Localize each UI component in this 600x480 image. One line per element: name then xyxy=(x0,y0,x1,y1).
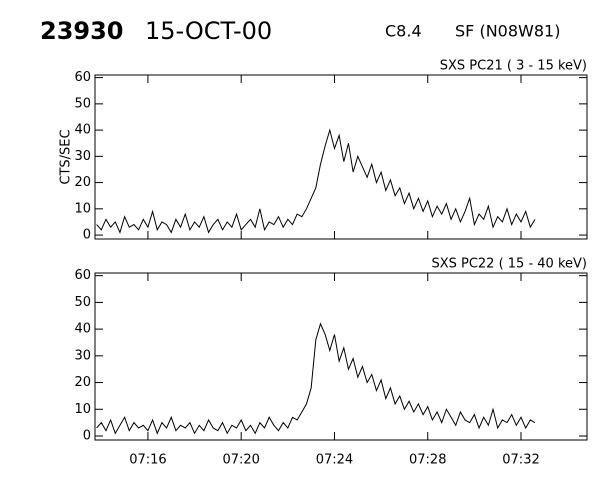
x-tick-label: 07:28 xyxy=(409,453,446,468)
flare-location: SF (N08W81) xyxy=(455,22,560,41)
y-tick-label: 0 xyxy=(83,428,91,443)
plot-frame xyxy=(94,272,588,441)
y-tick-label: 0 xyxy=(83,228,91,243)
data-line xyxy=(96,128,536,234)
data-line xyxy=(96,322,536,435)
y-tick-label: 50 xyxy=(74,295,91,310)
event-id: 23930 xyxy=(40,17,124,45)
x-tick-label: 07:24 xyxy=(316,453,353,468)
y-tick-label: 10 xyxy=(74,402,91,417)
panel-title: SXS PC21 ( 3 - 15 keV) xyxy=(440,59,587,74)
x-tick-label: 07:32 xyxy=(502,453,539,468)
plot-frame xyxy=(94,74,588,240)
y-tick-label: 20 xyxy=(74,175,91,190)
y-axis-label: CTS/SEC xyxy=(59,129,74,184)
y-tick-label: 30 xyxy=(74,149,91,164)
y-tick-label: 60 xyxy=(74,70,91,85)
x-tick-label: 07:20 xyxy=(222,453,259,468)
flare-class: C8.4 xyxy=(385,22,422,41)
y-tick-label: 30 xyxy=(74,348,91,363)
y-tick-label: 60 xyxy=(74,268,91,283)
y-tick-label: 20 xyxy=(74,375,91,390)
y-tick-label: 40 xyxy=(74,123,91,138)
y-tick-label: 10 xyxy=(74,201,91,216)
y-tick-label: 50 xyxy=(74,96,91,111)
y-tick-label: 40 xyxy=(74,322,91,337)
event-date: 15-OCT-00 xyxy=(145,17,272,45)
x-tick-label: 07:16 xyxy=(129,453,166,468)
panel-title: SXS PC22 ( 15 - 40 keV) xyxy=(431,257,587,272)
